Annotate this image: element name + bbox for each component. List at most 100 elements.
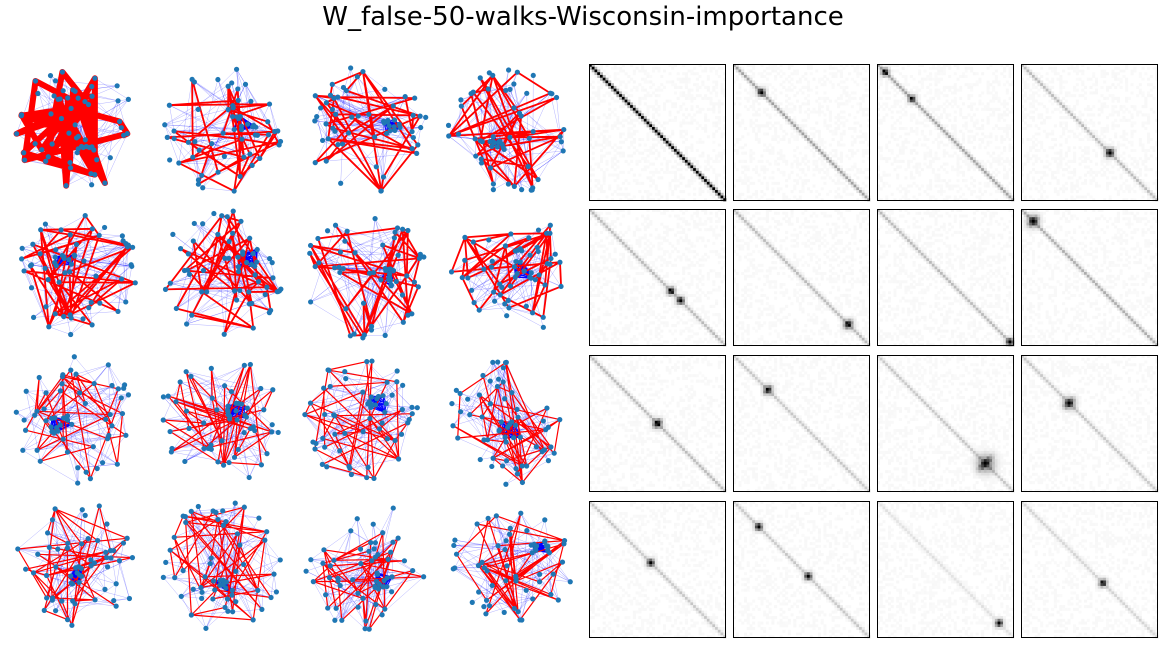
graph-node — [69, 262, 74, 267]
matrix-cell — [630, 160, 633, 163]
matrix-cell — [641, 157, 644, 160]
matrix-cell — [649, 185, 652, 188]
matrix-cell — [693, 179, 696, 182]
graph-node — [247, 151, 252, 156]
matrix-cell — [616, 174, 619, 177]
matrix-cell — [614, 122, 617, 125]
graph-node — [186, 140, 191, 145]
matrix-cell — [603, 94, 606, 97]
matrix-cell — [608, 102, 611, 105]
graph-node — [48, 111, 53, 116]
graph-node — [531, 129, 536, 134]
graph-node — [251, 617, 256, 622]
matrix-cell — [655, 94, 658, 97]
graph-node — [373, 602, 378, 607]
matrix-cell — [627, 135, 630, 138]
graph-panel — [449, 359, 562, 486]
matrix-cell — [688, 182, 691, 185]
matrix-cell — [592, 168, 595, 171]
matrix-cell — [652, 174, 655, 177]
matrix-cell — [721, 193, 724, 196]
graph-node — [161, 394, 166, 399]
matrix-cell — [677, 149, 680, 152]
matrix-cell — [636, 67, 639, 70]
matrix-cell — [682, 157, 685, 160]
graph-node — [345, 229, 350, 234]
graph-node — [255, 588, 260, 593]
graph-node — [65, 541, 70, 546]
graph-node — [117, 558, 122, 563]
matrix-cell — [736, 69, 739, 72]
graph-edge — [163, 577, 206, 628]
graph-node — [233, 569, 238, 574]
graph-node — [226, 84, 231, 89]
graph-node — [199, 596, 204, 601]
matrix-cell — [771, 69, 774, 72]
matrix-cell — [704, 124, 707, 127]
matrix-cell — [594, 185, 597, 188]
matrix-cell — [633, 72, 636, 75]
matrix-cell — [752, 75, 755, 78]
matrix-cell — [690, 163, 693, 166]
matrix-cell — [644, 160, 647, 163]
graph-node — [227, 414, 232, 419]
graph-node — [77, 572, 82, 577]
graph-node — [161, 417, 166, 422]
graph-node — [236, 98, 241, 103]
graph-node — [46, 324, 51, 329]
matrix-cell — [668, 171, 671, 174]
matrix-cell — [638, 152, 641, 155]
graph-node — [102, 180, 107, 185]
graph-node — [512, 184, 517, 189]
matrix-cell — [666, 122, 669, 125]
graph-node — [161, 575, 166, 580]
graph-node — [68, 165, 73, 170]
matrix-cell — [622, 193, 625, 196]
matrix-cell — [718, 127, 721, 130]
graph-node — [511, 105, 516, 110]
graph-node — [43, 390, 48, 395]
matrix-cell — [603, 146, 606, 149]
graph-node — [322, 445, 327, 450]
matrix-cell — [614, 108, 617, 111]
matrix-cell — [690, 72, 693, 75]
graph-node — [388, 128, 393, 133]
graph-node — [367, 416, 372, 421]
graph-node — [371, 476, 376, 481]
matrix-cell — [682, 119, 685, 122]
graph-node — [61, 88, 66, 93]
matrix-cell — [594, 141, 597, 144]
graph-node — [50, 141, 55, 146]
matrix-cell — [655, 119, 658, 122]
matrix-cell — [644, 190, 647, 193]
graph-node — [189, 313, 194, 318]
graph-node — [55, 547, 60, 552]
graph-node — [230, 231, 235, 236]
matrix-cell — [611, 146, 614, 149]
graph-node — [267, 310, 272, 315]
graph-node — [527, 136, 532, 141]
matrix-cell — [674, 165, 677, 168]
graph-node — [506, 181, 511, 186]
matrix-cell — [710, 108, 713, 111]
matrix-cell — [671, 105, 674, 108]
matrix-cell — [633, 179, 636, 182]
graph-node — [330, 107, 335, 112]
graph-node — [465, 275, 470, 280]
graph-node — [515, 70, 520, 75]
matrix-cell — [715, 124, 718, 127]
matrix-cell — [679, 86, 682, 89]
graph-node — [360, 69, 365, 74]
graph-node — [191, 587, 196, 592]
matrix-cell — [736, 78, 739, 81]
graph-node — [473, 136, 478, 141]
matrix-cell — [633, 146, 636, 149]
matrix-cell — [603, 182, 606, 185]
matrix-cell — [647, 154, 650, 157]
graph-node — [46, 277, 51, 282]
graph-node — [373, 540, 378, 545]
matrix-cell — [671, 165, 674, 168]
graph-node — [69, 581, 74, 586]
matrix-cell — [671, 154, 674, 157]
graph-node — [462, 258, 467, 263]
